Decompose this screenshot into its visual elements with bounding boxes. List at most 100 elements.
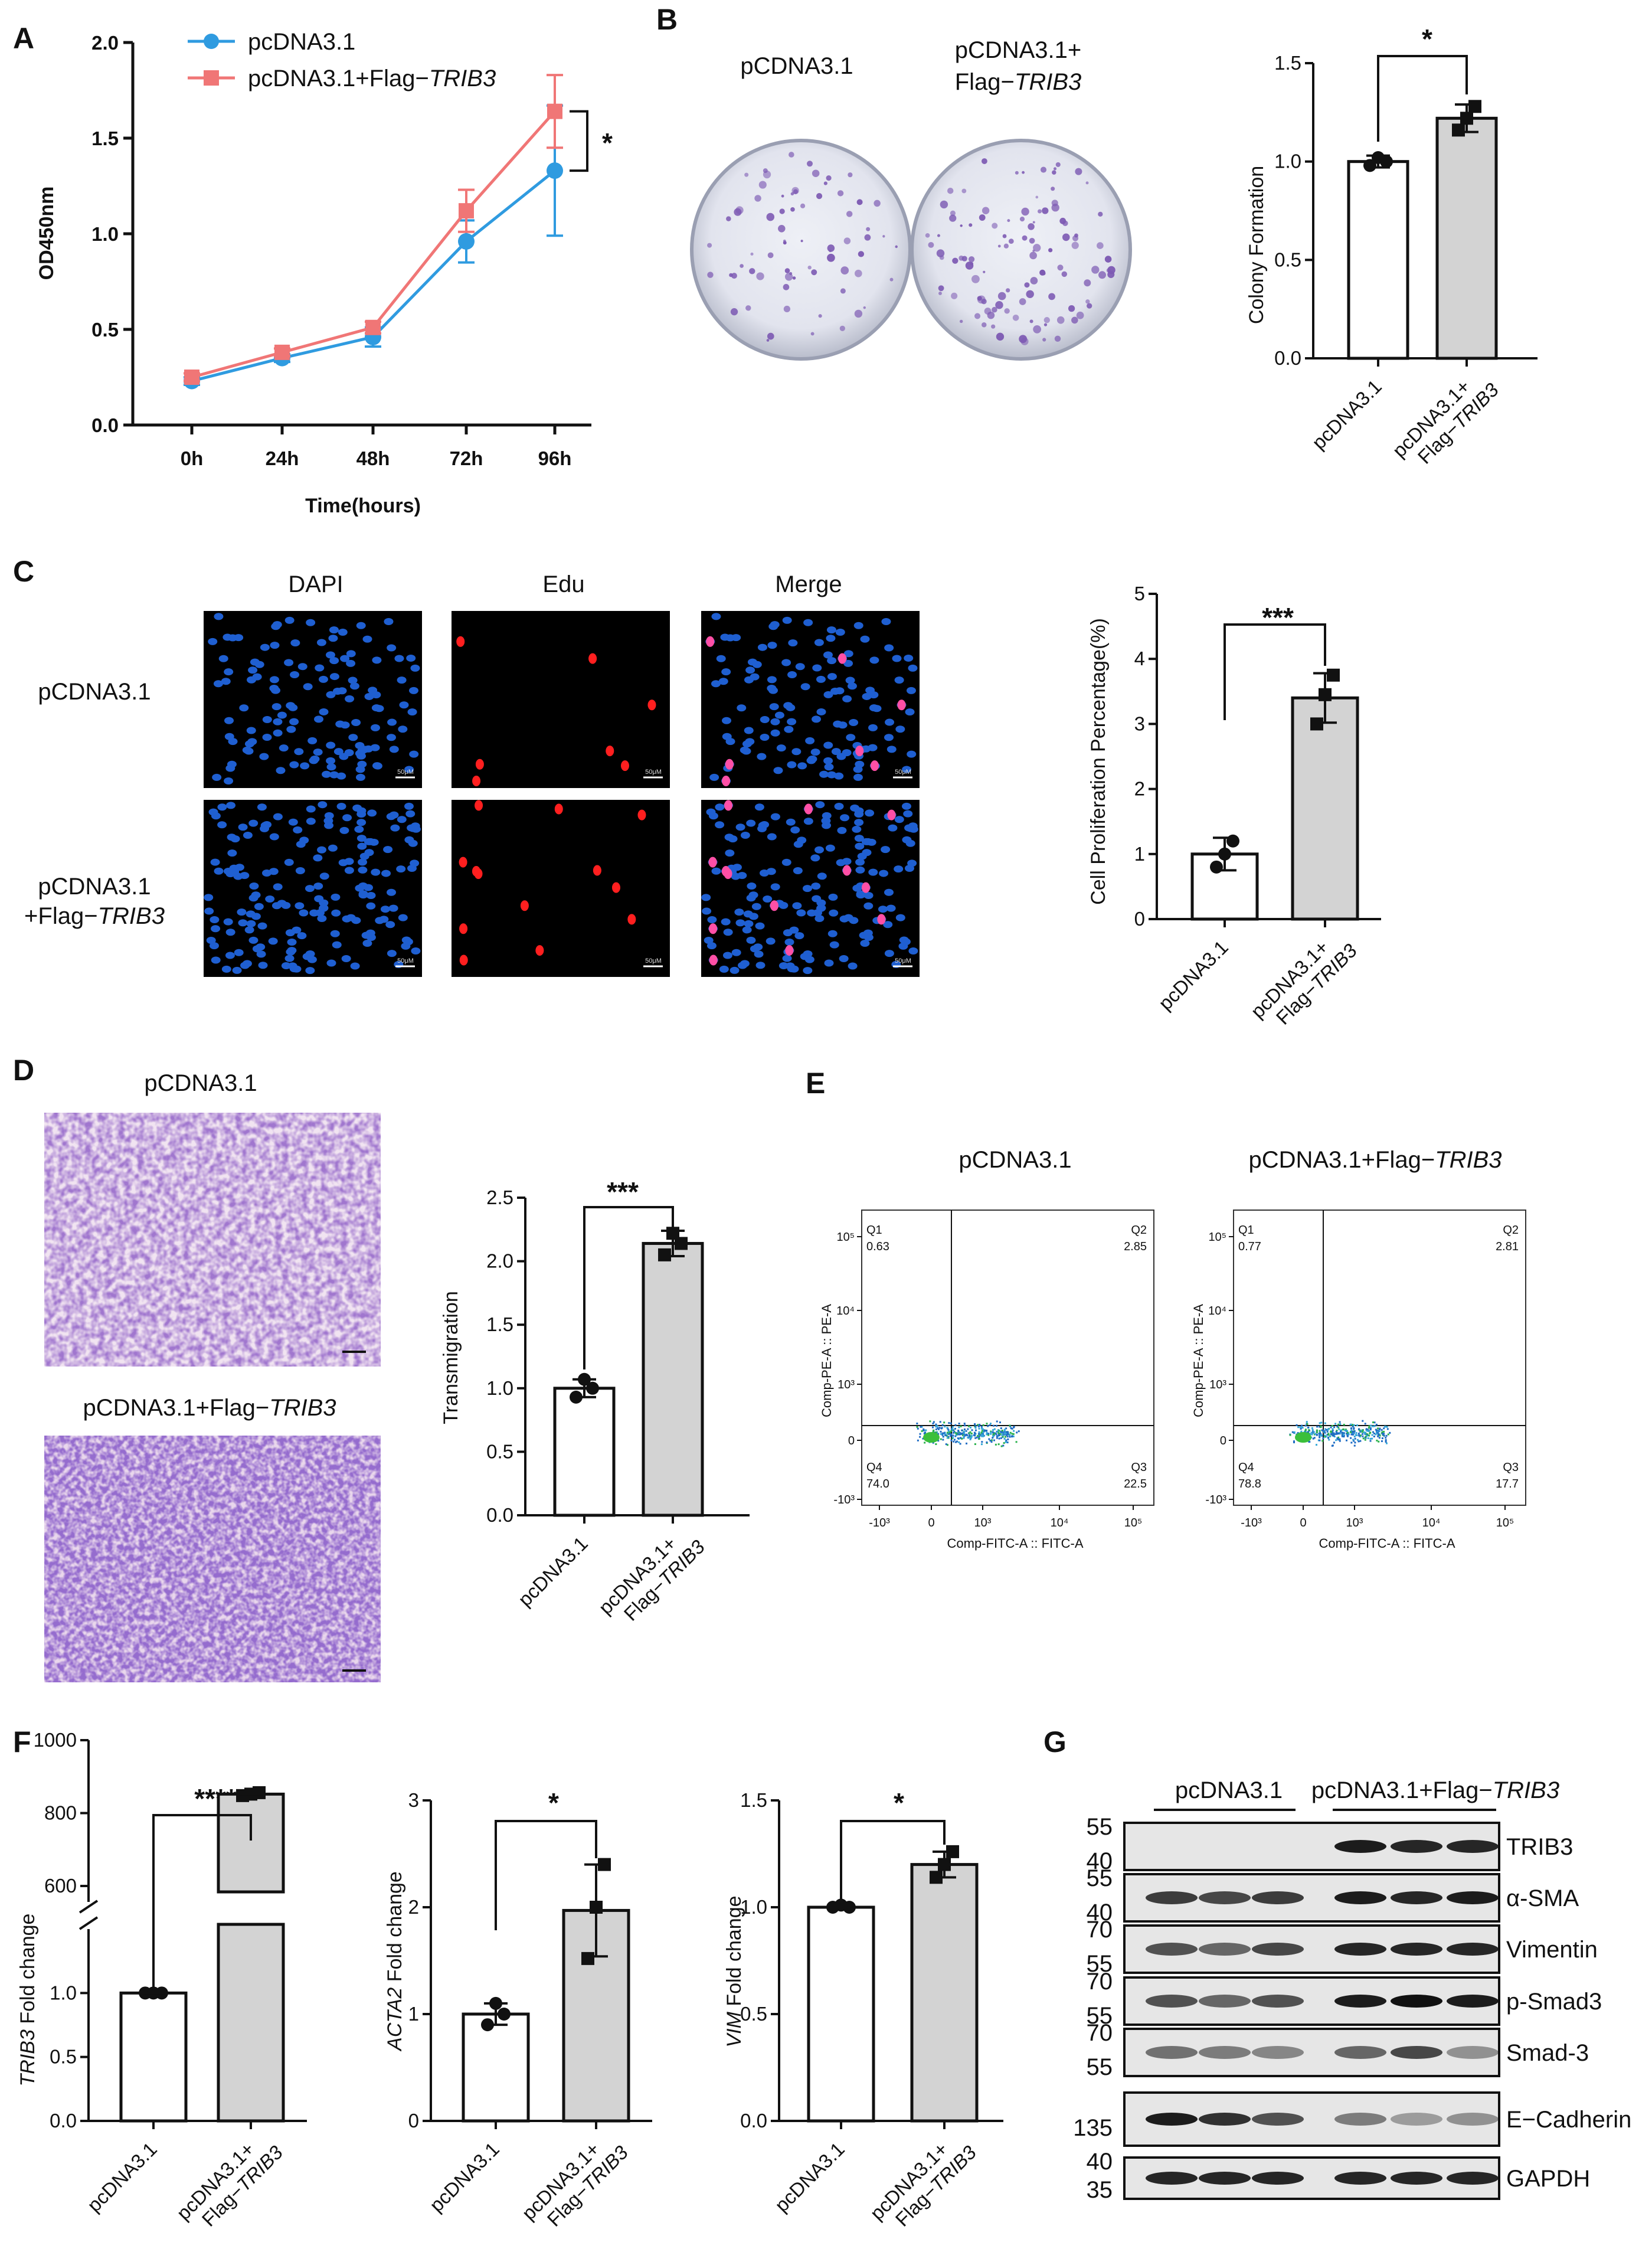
flow-event <box>1352 1424 1354 1426</box>
flow-event <box>1289 1434 1291 1436</box>
flow-event <box>963 1423 966 1425</box>
chartB-bar <box>1347 160 1409 360</box>
colony-dot <box>882 235 885 238</box>
blot-label: TRIB3 <box>1506 1834 1573 1860</box>
flow-event <box>1384 1426 1386 1428</box>
dapi-nucleus <box>223 918 233 926</box>
flow-event <box>1307 1426 1309 1429</box>
dapi-nucleus <box>224 777 234 785</box>
dapi-nucleus <box>811 882 821 890</box>
chartF1-ytick-label: 0.5 <box>50 2046 77 2068</box>
colony-dot <box>839 325 845 331</box>
colony-dot <box>1006 288 1010 293</box>
flow-event <box>1375 1429 1377 1431</box>
flow-event <box>963 1428 966 1430</box>
colony-dot <box>1052 170 1056 175</box>
dapi-nucleus <box>341 955 351 963</box>
flow-event <box>1381 1440 1383 1442</box>
dapi-nucleus <box>759 870 769 877</box>
chartB-ytick-label: 1.5 <box>1274 52 1301 74</box>
dapi-nucleus <box>863 891 874 899</box>
flow-event <box>922 1428 925 1430</box>
colony-dot <box>1051 200 1058 207</box>
colony-dot <box>960 224 963 227</box>
flow-event <box>1377 1427 1379 1430</box>
flow-event <box>947 1429 950 1431</box>
dapi-nucleus <box>217 821 227 829</box>
dapi-nucleus <box>778 901 789 909</box>
flow-event <box>1000 1437 1002 1439</box>
dapi-nucleus <box>711 613 721 620</box>
dapi-nucleus <box>362 939 372 947</box>
colony-dot <box>1057 264 1064 271</box>
dapi-nucleus <box>306 818 316 825</box>
colony-dot <box>981 322 987 328</box>
flow-event <box>969 1431 971 1433</box>
blot-band <box>1334 2172 1386 2185</box>
colony-dot <box>937 234 940 237</box>
flow-event <box>1339 1432 1341 1434</box>
colony-dot <box>758 181 767 189</box>
flow-event <box>980 1443 983 1446</box>
dapi-nucleus <box>817 872 827 880</box>
edu-nucleus <box>842 865 851 876</box>
dapi-nucleus <box>309 757 319 764</box>
colony-dot <box>995 301 1003 309</box>
flow-event <box>1352 1425 1354 1427</box>
flow-event <box>974 1432 976 1434</box>
dapi-nucleus <box>886 904 896 912</box>
flow-event <box>1375 1423 1378 1426</box>
dapi-nucleus <box>842 695 852 702</box>
colony-dot <box>1071 241 1079 249</box>
flow-event <box>982 1428 984 1430</box>
dapi-nucleus <box>296 841 306 848</box>
dapi-nucleus <box>251 913 261 920</box>
flow-event <box>1350 1433 1353 1436</box>
chart-f2-ylabel: ACTA2 Fold change <box>384 1871 406 2052</box>
blot-band <box>1146 2046 1198 2059</box>
flow-event-dense <box>1295 1432 1311 1443</box>
flow-event <box>1353 1436 1356 1438</box>
colony-dot <box>1033 325 1042 334</box>
dapi-nucleus <box>853 622 863 629</box>
chart-b-ylabel: Colony Formation <box>1245 166 1268 324</box>
flow-event <box>977 1435 979 1437</box>
flow-event <box>958 1441 960 1443</box>
dapi-nucleus <box>855 842 865 850</box>
panel-label-b: B <box>656 3 678 36</box>
dapi-nucleus <box>362 635 372 643</box>
panel-label-f: F <box>13 1725 31 1758</box>
flow-event <box>1350 1430 1353 1432</box>
colony-dot <box>1024 282 1030 288</box>
dapi-nucleus <box>284 659 294 666</box>
dapi-nucleus <box>293 826 303 833</box>
dapi-nucleus <box>242 746 252 754</box>
chartC-ytick-label: 0 <box>1134 908 1145 930</box>
edu-nucleus <box>725 759 734 770</box>
dapi-nucleus <box>300 762 310 770</box>
blot-row-5: E−Cadherin 135 <box>1073 2091 1631 2147</box>
colony-dot <box>1072 235 1079 241</box>
edu-nucleus <box>475 800 483 811</box>
colony-dot <box>874 200 881 207</box>
colony-dot <box>1019 335 1028 344</box>
dapi-nucleus <box>356 835 367 842</box>
dapi-nucleus <box>751 903 761 910</box>
dapi-nucleus <box>860 635 870 643</box>
flow-event <box>1339 1438 1341 1440</box>
q1-label: Q1 <box>1238 1224 1254 1237</box>
chartC-xtick-label-control: pcDNA3.1 <box>1154 936 1232 1015</box>
panel-label-c: C <box>13 555 34 588</box>
dapi-nucleus <box>823 757 833 764</box>
colony-dot <box>1062 220 1068 227</box>
dapi-nucleus <box>225 952 235 959</box>
flow-event <box>974 1427 977 1429</box>
chart-a-significance-bracket <box>570 110 588 172</box>
colony-dot <box>1043 323 1048 326</box>
colony-dot <box>858 251 865 257</box>
flow-event <box>981 1427 983 1430</box>
colony-dot <box>783 284 790 290</box>
flow-event <box>959 1443 961 1445</box>
colony-dot <box>840 266 849 274</box>
dapi-nucleus <box>232 966 242 974</box>
